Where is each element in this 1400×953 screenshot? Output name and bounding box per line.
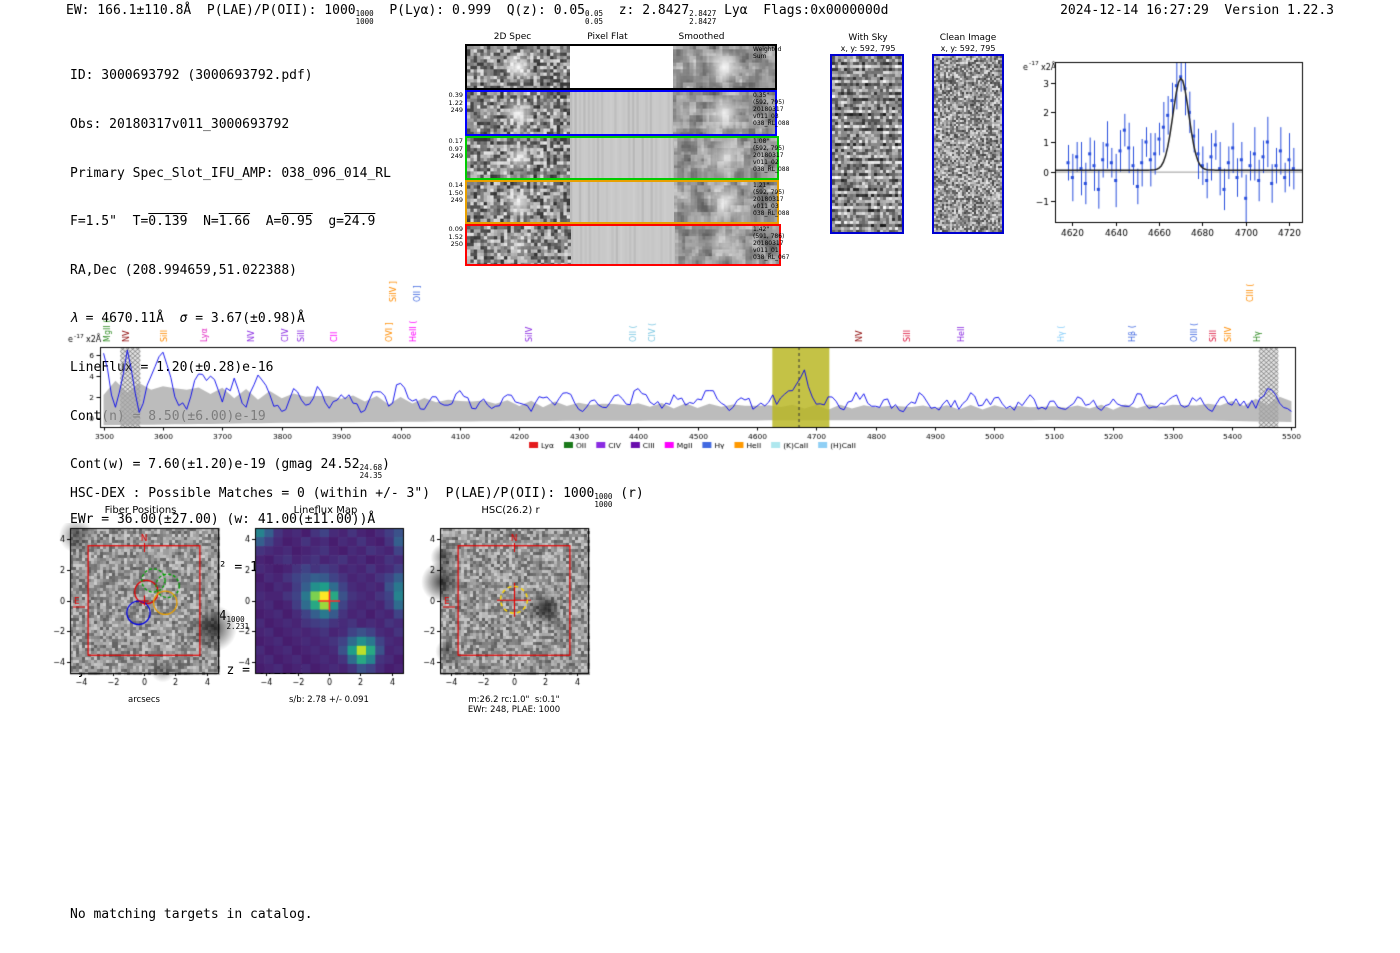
cutout-row1-flat-canvas (569, 92, 673, 134)
lineflux-map-canvas (223, 523, 428, 695)
header-linetype: Lyα (716, 3, 764, 18)
hsc-match-line: HSC-DEX : Possible Matches = 0 (within +… (70, 486, 644, 509)
full-spectrum-canvas (50, 262, 1315, 462)
clean-image-coords: x, y: 592, 795 (940, 44, 996, 53)
info-ewr: EWr = 36.00(±27.00) (w: 41.00(±11.00))Å (70, 511, 376, 527)
header-timestamp: 2024-12-14 16:27:29 Version 1.22.3 (1060, 3, 1334, 18)
fiber-xlabel: arcsecs (128, 695, 160, 705)
fiber-positions-title: Fiber Positions (104, 505, 177, 516)
cutout-col-title-2dspec: 2D Spec (493, 32, 532, 42)
cutout-row0-right-labels: Weighted Sum (753, 46, 782, 60)
header-plya: P(Lyα): 0.999 (373, 3, 507, 18)
cutout-row2-smooth-canvas (673, 138, 777, 178)
header-flags: Flags:0x0000000d (763, 3, 889, 18)
hsc-caption-2: EWr: 248, PLAE: 1000 (467, 705, 561, 715)
fiber-positions-panel: Fiber Positions arcsecs (38, 505, 243, 705)
footer-note: No matching targets in catalog. Row inte… (70, 875, 313, 953)
cutout-row2-flat-canvas (570, 138, 674, 178)
lineflux-map-panel: Lineflux Map s/b: 2.78 +/- 0.091 (223, 505, 428, 705)
header-z-fraction: 2.8427 2.8427 (689, 9, 717, 26)
cutout-row-2 (465, 136, 779, 180)
cutout-row0-spec-canvas (467, 46, 570, 88)
info-primary: Primary Spec_Slot_IFU_AMP: 038_096_014_R… (70, 165, 391, 181)
header-plae: P(LAE)/P(OII): 1000 (206, 3, 356, 18)
hsc-caption-1: m:26.2 rc:1.0" s:0.1" (468, 695, 560, 705)
line-fit-plot-canvas (1015, 50, 1310, 245)
cutout-row3-left-labels: 0.14 1.50 249 (448, 181, 463, 204)
cutout-row4-smooth-canvas (674, 226, 779, 264)
header-ew: EW: 166.1±110.8Å (66, 3, 207, 18)
info-id: ID: 3000693792 (3000693792.pdf) (70, 68, 313, 84)
lineflux-map-title: Lineflux Map (293, 505, 358, 516)
clean-image-canvas (932, 54, 1004, 234)
header-plae-fraction: 1000 1000 (355, 9, 374, 26)
footer-line-1: No matching targets in catalog. (70, 907, 313, 923)
clean-image-title: Clean Image (939, 33, 997, 43)
cutout-row0-smooth-canvas (672, 46, 776, 88)
cutout-row3-smooth-canvas (673, 182, 777, 222)
cutout-row2-left-labels: 0.17 0.97 249 (448, 137, 463, 160)
header-qz: Q(z): 0.05 (506, 3, 586, 18)
header-z: z: 2.8427 (603, 3, 690, 18)
hsc-cutout-panel: HSC(26.2) r m:26.2 rc:1.0" s:0.1" EWr: 2… (408, 505, 613, 715)
cutout-row3-right-labels: 1.21" (592, 795) 20180317 v011_03 038_RL_088 (753, 182, 790, 217)
cutout-row2-right-labels: 1.08" (592, 795) 20180317 v011_02 038_RL_088 (753, 138, 790, 173)
info-obs: Obs: 20180317v011_3000693792 (70, 117, 290, 133)
cutout-row-0 (465, 44, 778, 90)
cutout-row1-spec-canvas (467, 92, 570, 134)
cutout-row4-right-labels: 1.42" (591, 786) 20180317 v011_01 038_RL_067 (753, 226, 790, 261)
cutout-row1-smooth-canvas (672, 92, 776, 134)
hsc-line-fraction: 1000 1000 (594, 492, 613, 509)
cutout-row3-spec-canvas (467, 182, 571, 222)
hsc-cutout-canvas (408, 523, 613, 695)
cutout-row4-spec-canvas (467, 226, 571, 264)
cutout-row0-flat-canvas (569, 46, 673, 88)
cutout-row-1 (465, 90, 778, 136)
cutout-row4-left-labels: 0.09 1.52 250 (448, 225, 463, 248)
fiber-positions-canvas (38, 523, 243, 695)
cutout-row-3 (465, 180, 779, 224)
withsky-coords: x, y: 592, 795 (840, 44, 896, 53)
header-summary-line: EW: 166.1±110.8Å P(LAE)/P(OII): 1000 1000… (66, 3, 888, 25)
header-qz-fraction: 0.05 0.05 (585, 9, 604, 26)
info-gmag-fraction: 24.68 24.35 (359, 463, 383, 480)
hsc-cutout-title: HSC(26.2) r (481, 505, 540, 516)
cutout-row-4 (465, 224, 781, 266)
cutout-row1-left-labels: 0.39 1.22 249 (448, 91, 463, 114)
cutout-row3-flat-canvas (570, 182, 674, 222)
info-seeing: F=1.5" T=0.139 N=1.66 A=0.95 g=24.9 (70, 214, 376, 230)
lineflux-caption: s/b: 2.78 +/- 0.091 (289, 695, 369, 705)
cutout-col-title-smoothed: Smoothed (678, 32, 725, 42)
withsky-canvas (830, 54, 904, 234)
cutout-row4-flat-canvas (570, 226, 675, 264)
cutout-row1-right-labels: 0.35" (592, 795) 20180317 v011_03 038_RL_088 (753, 92, 790, 127)
withsky-title: With Sky (848, 33, 888, 43)
cutout-row2-spec-canvas (467, 138, 571, 178)
cutout-col-title-pixelflat: Pixel Flat (587, 32, 628, 42)
